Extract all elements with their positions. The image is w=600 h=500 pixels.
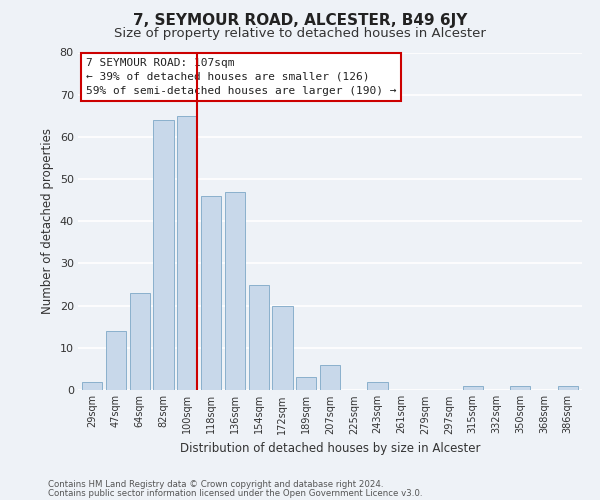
- Bar: [130, 293, 150, 390]
- Bar: [248, 284, 269, 390]
- Bar: [296, 378, 316, 390]
- Bar: [463, 386, 483, 390]
- Text: 7, SEYMOUR ROAD, ALCESTER, B49 6JY: 7, SEYMOUR ROAD, ALCESTER, B49 6JY: [133, 12, 467, 28]
- Text: 7 SEYMOUR ROAD: 107sqm
← 39% of detached houses are smaller (126)
59% of semi-de: 7 SEYMOUR ROAD: 107sqm ← 39% of detached…: [86, 58, 396, 96]
- Bar: [201, 196, 221, 390]
- X-axis label: Distribution of detached houses by size in Alcester: Distribution of detached houses by size …: [180, 442, 480, 455]
- Bar: [510, 386, 530, 390]
- Bar: [225, 192, 245, 390]
- Text: Contains HM Land Registry data © Crown copyright and database right 2024.: Contains HM Land Registry data © Crown c…: [48, 480, 383, 489]
- Bar: [82, 382, 103, 390]
- Y-axis label: Number of detached properties: Number of detached properties: [41, 128, 54, 314]
- Bar: [106, 331, 126, 390]
- Bar: [557, 386, 578, 390]
- Bar: [177, 116, 197, 390]
- Text: Size of property relative to detached houses in Alcester: Size of property relative to detached ho…: [114, 28, 486, 40]
- Bar: [272, 306, 293, 390]
- Bar: [367, 382, 388, 390]
- Bar: [320, 364, 340, 390]
- Text: Contains public sector information licensed under the Open Government Licence v3: Contains public sector information licen…: [48, 488, 422, 498]
- Bar: [154, 120, 173, 390]
